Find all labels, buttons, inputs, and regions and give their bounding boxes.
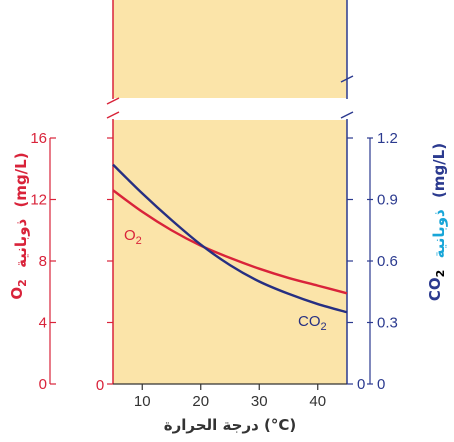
right-tick-label: 0.6 [377, 253, 398, 270]
right-y-word: ذوبانية [430, 209, 448, 258]
series-label-co2: CO2 [298, 313, 327, 333]
right-axis-break-mark [340, 75, 354, 119]
x-ticks: 10 20 30 40 [134, 384, 326, 410]
x-tick-label: 20 [192, 393, 209, 410]
left-y-word: ذوبانية [12, 218, 30, 267]
series-line-o2 [112, 189, 348, 295]
right-tick-label: 0.3 [377, 315, 398, 332]
left-tick-label: 8 [39, 253, 47, 270]
series-line-co2 [112, 163, 348, 314]
subscript-2: 2 [16, 279, 29, 287]
left-y-axis-title: O2 ذوبانية (mg/L) [8, 152, 30, 299]
x-tick-label: 40 [309, 393, 326, 410]
left-tick-label: 12 [30, 192, 47, 209]
left-y-ticks: 0 4 8 12 16 [30, 130, 113, 393]
series-label-base: O [124, 227, 136, 244]
subscript-2: 2 [434, 270, 447, 278]
x-tick-label: 10 [134, 393, 151, 410]
series-label-o2: O2 [124, 227, 142, 247]
right-tick-label: 0.9 [377, 192, 398, 209]
axis-break-gap [105, 98, 355, 120]
right-y-axis-title: CO2 ذوبانية (mg/L) [426, 143, 448, 301]
x-tick-label: 30 [251, 393, 268, 410]
series-layer [112, 163, 348, 314]
left-tick-label: 16 [30, 130, 47, 147]
plot-background [113, 0, 347, 384]
left-tick-label: 0 [39, 376, 47, 393]
left-y-formula: O [8, 287, 26, 300]
right-inner-origin-label: 0 [357, 376, 365, 393]
right-y-formula: CO [426, 277, 444, 301]
right-tick-label: 0 [377, 376, 385, 393]
series-label-subscript: 2 [136, 235, 142, 247]
right-y-ticks: 0 0.3 0.6 0.9 1.2 0 [347, 130, 398, 393]
svg-text:O2 ذوبانية (mg/L): O2 ذوبانية (mg/L) [8, 152, 30, 299]
x-origin-label: 0 [96, 377, 104, 394]
series-label-base: CO [298, 313, 321, 330]
series-label-subscript: 2 [321, 321, 327, 333]
right-tick-label: 1.2 [377, 130, 398, 147]
left-axis-break-mark [106, 97, 120, 119]
svg-text:CO2 ذوبانية (mg/L): CO2 ذوبانية (mg/L) [426, 143, 448, 301]
left-y-unit: (mg/L) [12, 152, 30, 207]
x-axis-label: درجة الحرارة (°C) [164, 416, 296, 434]
right-y-unit: (mg/L) [430, 143, 448, 198]
left-tick-label: 4 [39, 315, 47, 332]
